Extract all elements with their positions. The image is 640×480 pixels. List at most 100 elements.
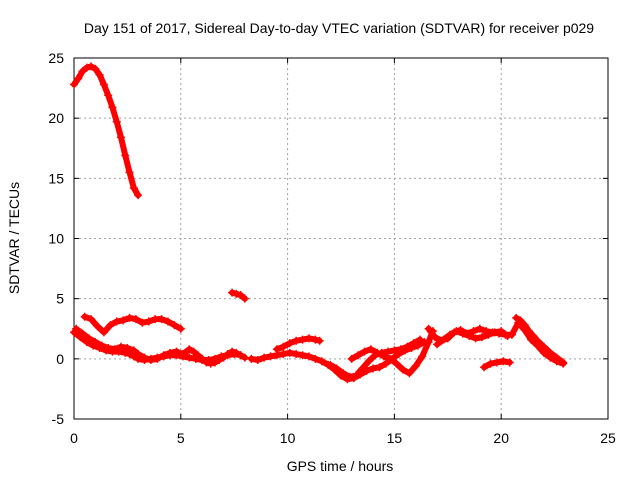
data-point: [317, 357, 326, 366]
data-point: [74, 74, 83, 83]
data-point: [285, 348, 294, 357]
data-point: [386, 354, 395, 363]
data-point: [326, 360, 335, 369]
data-point: [134, 191, 143, 200]
data-point: [304, 334, 313, 343]
data-point: [193, 351, 202, 360]
data-point: [247, 354, 256, 363]
data-point: [486, 359, 495, 368]
data-point: [369, 364, 378, 373]
data-point: [424, 324, 433, 333]
series-band: [71, 63, 142, 199]
data-point: [82, 63, 91, 72]
data-point: [198, 354, 207, 363]
data-point: [210, 358, 219, 367]
data-point: [153, 354, 162, 363]
data-point: [383, 347, 392, 356]
data-point: [499, 357, 508, 366]
data-point: [390, 346, 399, 355]
x-tick-label: 10: [280, 430, 296, 446]
data-point: [505, 358, 514, 367]
data-point: [70, 80, 78, 89]
data-point: [559, 358, 568, 367]
data-point: [232, 348, 241, 357]
data-point: [116, 133, 125, 142]
data-point: [253, 356, 262, 365]
y-axis-label: SDTVAR / TECUs: [6, 182, 22, 294]
data-point: [311, 335, 320, 344]
data-point: [465, 331, 474, 340]
data-point: [539, 342, 548, 351]
data-point: [112, 317, 121, 326]
y-tick-label: 25: [48, 50, 64, 66]
data-point: [236, 351, 245, 360]
data-point: [347, 354, 356, 363]
data-point: [108, 103, 117, 112]
y-tick-label: 15: [48, 170, 64, 186]
data-point: [84, 334, 93, 343]
y-tick-label: -5: [52, 411, 65, 427]
data-point: [189, 347, 198, 356]
data-point: [206, 359, 215, 368]
data-point: [339, 369, 348, 378]
series-track-b: [228, 288, 249, 303]
data-point: [358, 364, 367, 373]
data-point: [285, 339, 294, 348]
x-tick-label: 5: [177, 430, 185, 446]
data-point: [552, 353, 561, 362]
data-point: [146, 356, 155, 365]
data-point: [110, 345, 119, 354]
series-track-e: [80, 312, 185, 337]
data-point: [471, 334, 480, 343]
data-point: [134, 350, 143, 359]
data-point: [166, 348, 175, 357]
data-point: [433, 340, 442, 349]
series-track-d: [72, 324, 187, 365]
data-point: [272, 345, 281, 354]
y-tick-label: 10: [48, 231, 64, 247]
data-point: [445, 330, 454, 339]
data-point: [475, 324, 484, 333]
data-point: [104, 344, 113, 353]
data-point: [366, 345, 375, 354]
data-point: [228, 288, 237, 297]
data-point: [260, 353, 269, 362]
x-tick-label: 15: [387, 430, 403, 446]
data-point: [91, 337, 100, 346]
data-point: [332, 364, 341, 373]
data-point: [240, 353, 249, 362]
data-point: [379, 352, 388, 361]
data-point: [546, 348, 555, 357]
series-band: [513, 314, 567, 366]
data-point: [458, 329, 467, 338]
data-point: [292, 350, 301, 359]
data-point: [298, 351, 307, 360]
data-point: [279, 342, 288, 351]
data-point: [116, 342, 125, 351]
data-point: [418, 352, 427, 361]
data-point: [403, 342, 412, 351]
axis-ticks: 0 5 10 15 20 25 -5 0 5 10 15 20 25: [48, 50, 616, 446]
data-point: [104, 91, 113, 100]
data-point: [424, 337, 433, 346]
y-tick-label: 5: [56, 291, 64, 307]
series-track-g: [247, 337, 429, 384]
data-point: [315, 336, 324, 345]
data-point: [452, 327, 461, 336]
data-point: [375, 363, 384, 372]
data-point: [524, 327, 533, 336]
data-point: [533, 336, 542, 345]
data-point: [97, 341, 106, 350]
series-track-j: [347, 327, 437, 378]
data-point: [131, 315, 140, 324]
series-track-m: [512, 313, 568, 367]
data-point: [240, 294, 249, 303]
data-point: [125, 313, 134, 322]
data-point: [492, 358, 501, 367]
data-point: [381, 359, 390, 368]
data-point: [360, 347, 369, 356]
data-point: [503, 331, 512, 340]
data-point: [125, 168, 134, 177]
series-track-f: [181, 345, 249, 368]
data-point: [78, 329, 87, 338]
